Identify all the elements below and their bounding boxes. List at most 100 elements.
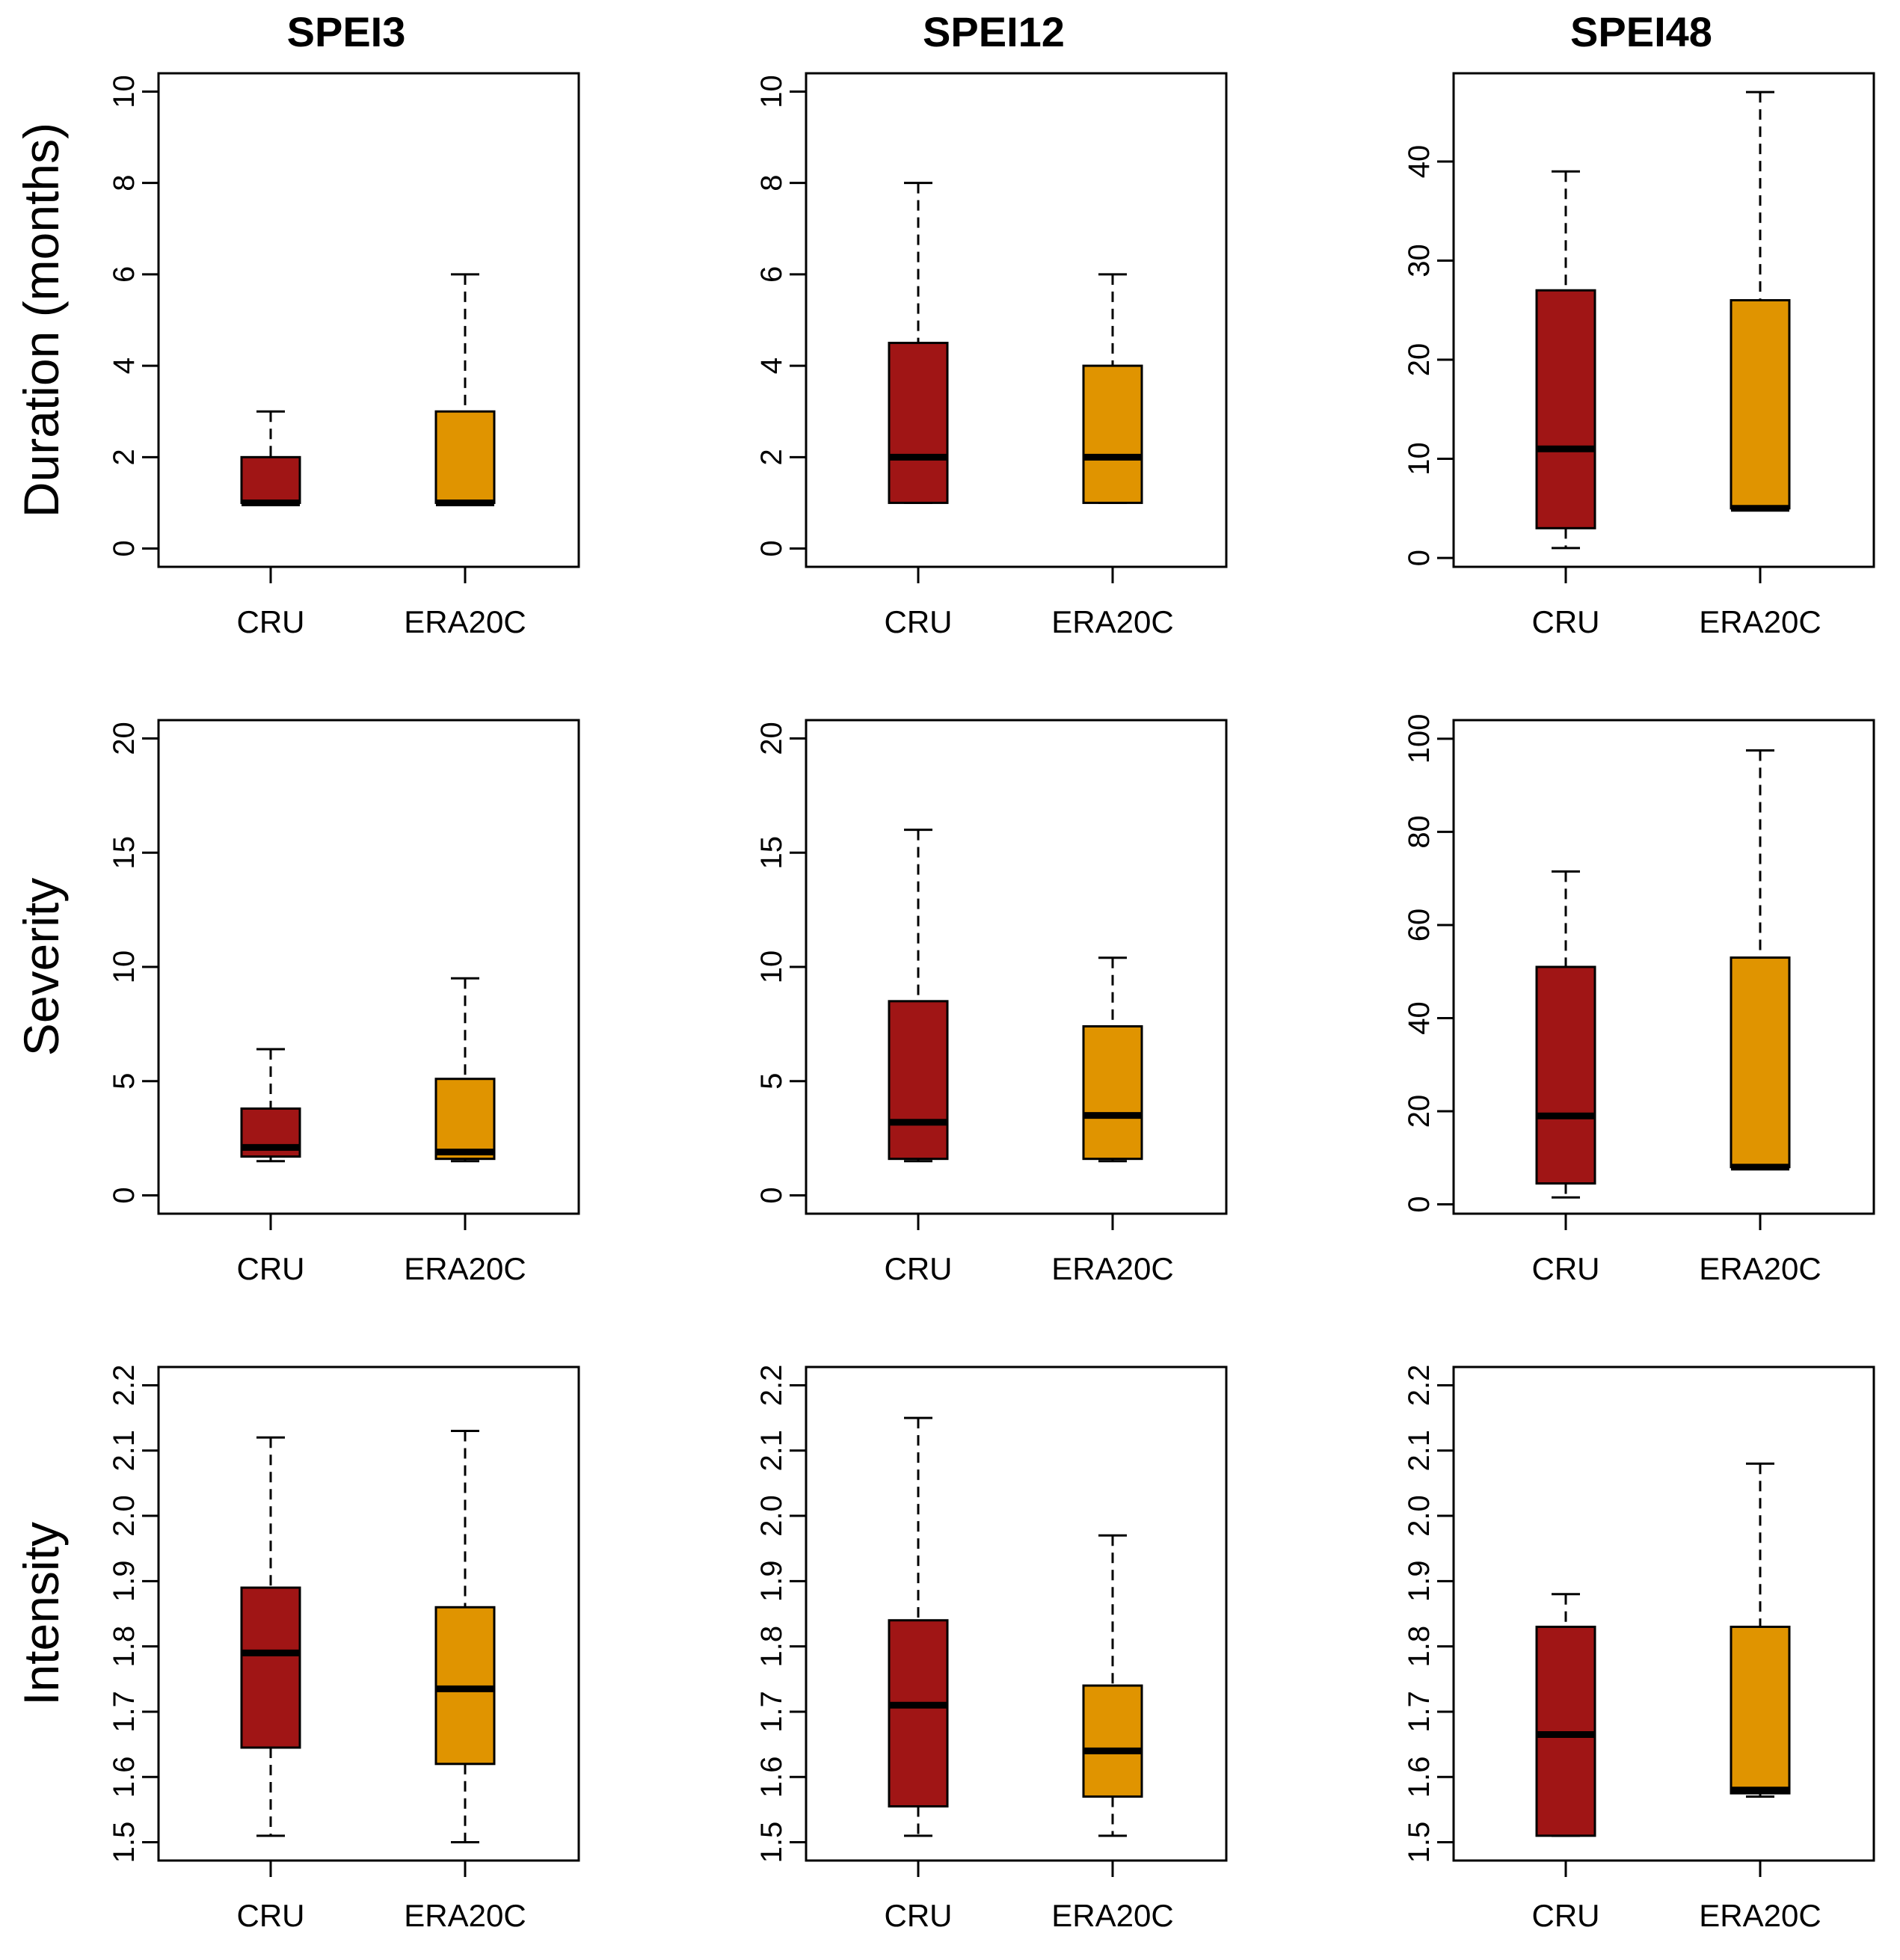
x-tick-label: CRU [885, 1898, 953, 1933]
y-tick-label: 30 [1403, 244, 1436, 277]
panel-frame [1452, 72, 1875, 568]
y-tick-label: 8 [108, 175, 141, 191]
y-tick-label: 40 [1403, 145, 1436, 179]
box-cru [888, 1416, 949, 1837]
y-tick-label: 15 [108, 836, 141, 870]
box-cru [240, 1048, 301, 1163]
x-tick-label: CRU [885, 604, 953, 639]
y-tick-label: 4 [108, 357, 141, 374]
box-era20c [1082, 273, 1143, 504]
y-tick-label: 2.0 [755, 1495, 788, 1537]
panel-frame [157, 1365, 580, 1862]
box-body [1082, 1024, 1143, 1161]
y-tick-label: 0 [1403, 1196, 1436, 1212]
x-tick-label: ERA20C [1051, 1251, 1173, 1286]
y-tick-label: 10 [755, 75, 788, 108]
panel-frame [1452, 719, 1875, 1215]
x-tick-label: CRU [237, 604, 305, 639]
box-cru [1535, 170, 1596, 550]
panel-frame [1452, 1365, 1875, 1862]
box-cru [888, 829, 949, 1163]
y-tick-label: 8 [755, 175, 788, 191]
box-era20c [434, 273, 496, 506]
column-title: SPEI12 [923, 8, 1065, 55]
y-tick-label: 1.5 [108, 1822, 141, 1864]
x-tick-label: ERA20C [1051, 1898, 1173, 1933]
y-tick-label: 1.8 [1403, 1626, 1436, 1668]
box-era20c [1730, 1462, 1791, 1798]
y-tick-label: 2.2 [755, 1365, 788, 1407]
y-tick-label: 1.6 [108, 1756, 141, 1798]
x-tick-label: CRU [885, 1251, 953, 1286]
y-tick-label: 2.0 [1403, 1495, 1436, 1537]
column-title: SPEI48 [1570, 8, 1712, 55]
box-body [1082, 364, 1143, 504]
x-tick-label: CRU [237, 1898, 305, 1933]
box-body [888, 1000, 949, 1161]
y-tick-label: 10 [755, 950, 788, 984]
box-era20c [434, 977, 496, 1163]
panel-6: 0 20 40 60 80 100 CRU ERA20C [1403, 714, 1875, 1286]
box-body [1082, 1684, 1143, 1798]
y-tick-label: 2 [108, 449, 141, 465]
box-body [1730, 298, 1791, 510]
column-title: SPEI3 [287, 8, 406, 55]
box-body [434, 1078, 496, 1161]
y-tick-label: 40 [1403, 1001, 1436, 1035]
box-cru [1535, 1593, 1596, 1837]
box-body [1730, 956, 1791, 1169]
box-cru [240, 410, 301, 506]
y-tick-label: 10 [108, 75, 141, 108]
box-body [888, 342, 949, 504]
y-tick-label: 1.6 [1403, 1756, 1436, 1798]
x-tick-label: CRU [1532, 1251, 1600, 1286]
box-body [1730, 1625, 1791, 1795]
x-tick-label: CRU [1532, 604, 1600, 639]
panel-7: 1.5 1.6 1.7 1.8 1.9 2.0 2.1 2.2 CRU ERA20C Intensi… [13, 1365, 580, 1933]
y-tick-label: 0 [1403, 550, 1436, 566]
y-tick-label: 1.5 [755, 1822, 788, 1864]
y-tick-label: 2.2 [108, 1365, 141, 1407]
y-tick-label: 20 [755, 722, 788, 755]
panel-5: 0 5 10 15 20 CRU ERA20C [755, 719, 1228, 1286]
x-tick-label: ERA20C [1051, 604, 1173, 639]
y-tick-label: 20 [108, 722, 141, 755]
y-tick-label: 1.5 [1403, 1822, 1436, 1864]
box-era20c [1082, 956, 1143, 1163]
panel-frame [157, 719, 580, 1215]
x-tick-label: CRU [237, 1251, 305, 1286]
panel-frame [805, 1365, 1228, 1862]
box-cru [1535, 870, 1596, 1199]
y-tick-label: 2.1 [108, 1430, 141, 1472]
y-tick-label: 0 [755, 540, 788, 556]
y-tick-label: 1.7 [1403, 1691, 1436, 1733]
box-body [240, 455, 301, 504]
panel-8: 1.5 1.6 1.7 1.8 1.9 2.0 2.1 2.2 CRU ERA20C [755, 1365, 1228, 1933]
panel-9: 1.5 1.6 1.7 1.8 1.9 2.0 2.1 2.2 CRU ERA20C [1403, 1365, 1875, 1933]
y-tick-label: 0 [108, 1187, 141, 1203]
y-tick-label: 80 [1403, 815, 1436, 849]
y-tick-label: 2.2 [1403, 1365, 1436, 1407]
panel-4: 0 5 10 15 20 CRU ERA20C Severity [13, 719, 580, 1286]
y-tick-label: 1.9 [755, 1561, 788, 1603]
y-tick-label: 20 [1403, 1095, 1436, 1128]
y-tick-label: 1.6 [755, 1756, 788, 1798]
y-tick-label: 1.9 [1403, 1561, 1436, 1603]
panel-frame [805, 72, 1228, 568]
panel-1: 0 2 4 6 8 10 CRU ERA20C SPEI3 Duration (months) [13, 8, 580, 639]
box-era20c [1082, 1534, 1143, 1837]
x-tick-label: ERA20C [1699, 1251, 1821, 1286]
y-axis-title: Intensity [13, 1522, 69, 1706]
y-tick-label: 0 [755, 1187, 788, 1203]
panel-3: 0 10 20 30 40 CRU ERA20C SPEI48 [1403, 8, 1875, 639]
y-tick-label: 1.8 [108, 1626, 141, 1668]
x-tick-label: CRU [1532, 1898, 1600, 1933]
y-tick-label: 1.7 [755, 1691, 788, 1733]
y-tick-label: 5 [108, 1073, 141, 1090]
panel-frame [805, 719, 1228, 1215]
x-tick-label: ERA20C [404, 1898, 526, 1933]
y-tick-label: 2.1 [1403, 1430, 1436, 1472]
y-tick-label: 4 [755, 357, 788, 374]
box-body [240, 1586, 301, 1749]
